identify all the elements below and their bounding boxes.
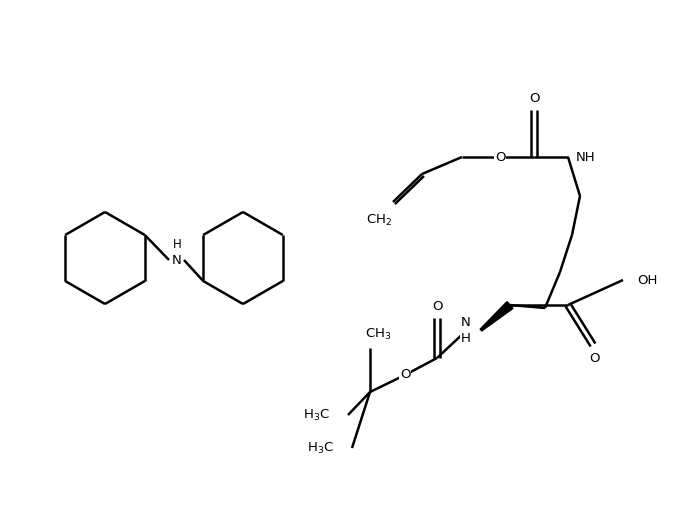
Text: N: N — [172, 254, 182, 267]
Text: CH$_2$: CH$_2$ — [366, 213, 392, 228]
Text: O: O — [529, 92, 539, 105]
Text: O: O — [400, 369, 410, 382]
Text: O: O — [590, 353, 600, 366]
Text: O: O — [495, 150, 505, 163]
Text: N: N — [461, 316, 471, 329]
Text: NH: NH — [576, 150, 596, 163]
Text: H: H — [461, 332, 471, 345]
Text: H: H — [173, 238, 182, 251]
Text: H$_3$C: H$_3$C — [303, 408, 330, 423]
Text: CH$_3$: CH$_3$ — [365, 327, 391, 342]
Text: O: O — [432, 300, 442, 313]
Polygon shape — [480, 302, 513, 331]
Text: H$_3$C: H$_3$C — [307, 440, 334, 456]
Text: OH: OH — [637, 274, 658, 287]
